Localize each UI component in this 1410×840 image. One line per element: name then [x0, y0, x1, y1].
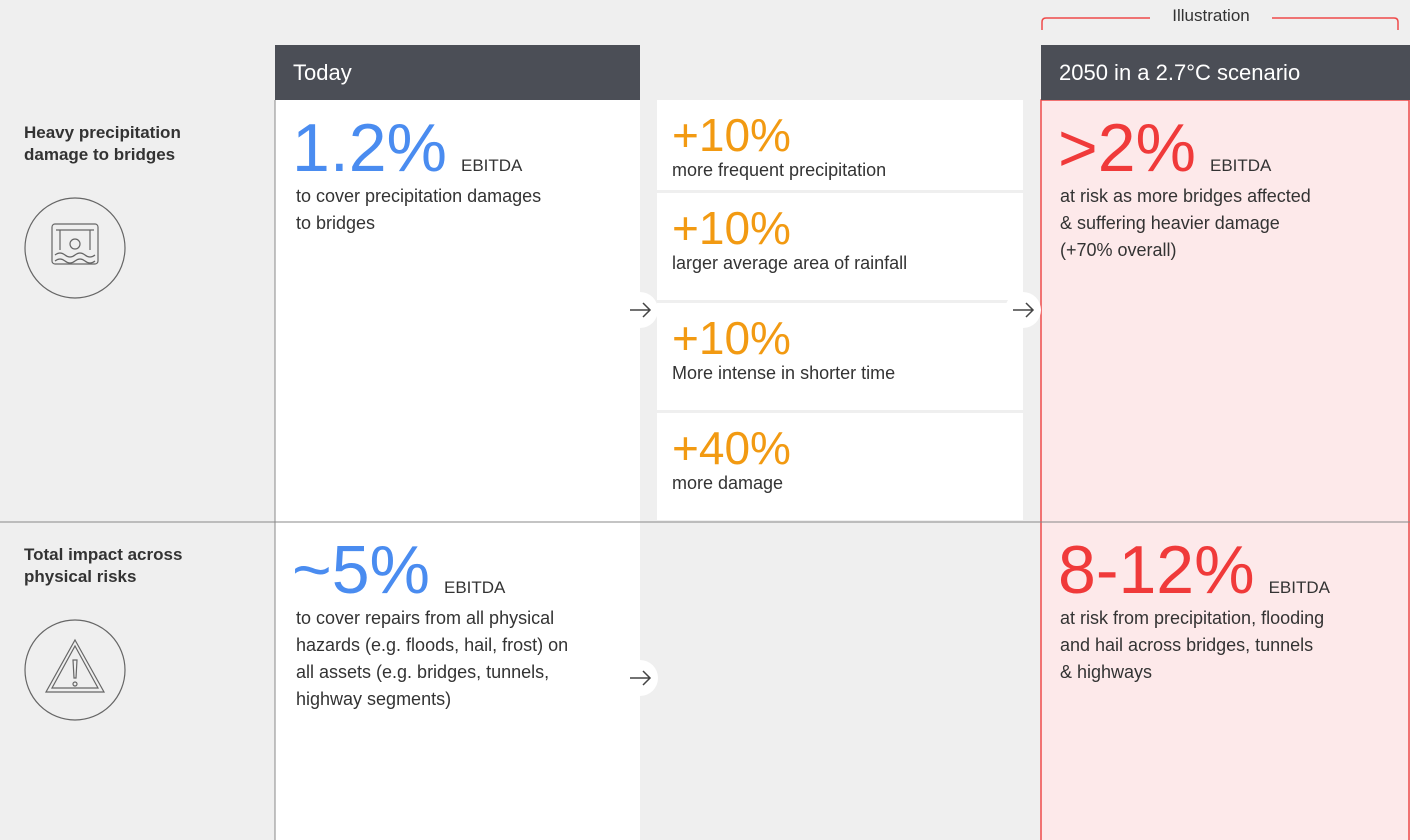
bracket	[1041, 17, 1399, 30]
unit: EBITDA	[461, 156, 523, 175]
driver-desc: More intense in shorter time	[672, 363, 896, 383]
driver: +10% More intense in shorter time	[672, 315, 895, 385]
value: >2%	[1058, 110, 1196, 186]
future-desc: at risk as more bridges affected	[1060, 186, 1311, 206]
today-desc: to cover repairs from all physical	[296, 608, 555, 628]
today-desc: to bridges	[296, 213, 376, 233]
icon-warning	[24, 619, 126, 721]
driver-desc: larger average area of rainfall	[672, 253, 908, 273]
driver-boxes	[657, 100, 1023, 520]
future-desc: at risk from precipitation, flooding	[1060, 608, 1325, 628]
value: 8-12%	[1058, 532, 1255, 608]
today-panel	[275, 100, 640, 840]
illustration-label: Illustration	[1172, 6, 1250, 25]
arrow-glyphs	[630, 302, 1035, 686]
future-desc: and hail across bridges, tunnels	[1060, 635, 1314, 655]
icon-bridge	[24, 197, 126, 299]
big-value: 8-12% EBITDA	[1058, 536, 1330, 622]
future-desc: & suffering heavier damage	[1060, 213, 1280, 233]
row-label: Total impact across	[24, 545, 183, 564]
row-label: physical risks	[24, 567, 137, 586]
big-value: >2% EBITDA	[1058, 114, 1271, 200]
unit: EBITDA	[444, 578, 506, 597]
row-label: Heavy precipitation	[24, 123, 181, 142]
driver-value: +10%	[672, 202, 791, 254]
row-label: damage to bridges	[24, 145, 176, 164]
driver-value: +40%	[672, 422, 791, 474]
driver: +10% larger average area of rainfall	[672, 205, 907, 275]
today-desc: to cover precipitation damages	[296, 186, 542, 206]
today-desc: hazards (e.g. floods, hail, frost) on	[296, 635, 569, 655]
big-value: 1.2% EBITDA	[292, 114, 522, 200]
today-desc: highway segments)	[296, 689, 452, 709]
value: 1.2%	[292, 110, 447, 186]
future-desc: (+70% overall)	[1060, 240, 1177, 260]
future-header: 2050 in a 2.7°C scenario	[1041, 45, 1410, 100]
future-panel	[1040, 99, 1410, 840]
driver-value: +10%	[672, 109, 791, 161]
unit: EBITDA	[1210, 156, 1272, 175]
big-value: ~5% EBITDA	[292, 536, 505, 622]
today-header: Today	[275, 45, 640, 100]
value: ~5%	[292, 532, 430, 608]
driver: +10% more frequent precipitation	[672, 112, 886, 182]
future-desc: & highways	[1060, 662, 1153, 682]
today-desc: all assets (e.g. bridges, tunnels,	[296, 662, 550, 682]
driver-desc: more damage	[672, 473, 784, 493]
driver: +40% more damage	[672, 425, 791, 495]
driver-value: +10%	[672, 312, 791, 364]
unit: EBITDA	[1268, 578, 1330, 597]
driver-desc: more frequent precipitation	[672, 160, 887, 180]
